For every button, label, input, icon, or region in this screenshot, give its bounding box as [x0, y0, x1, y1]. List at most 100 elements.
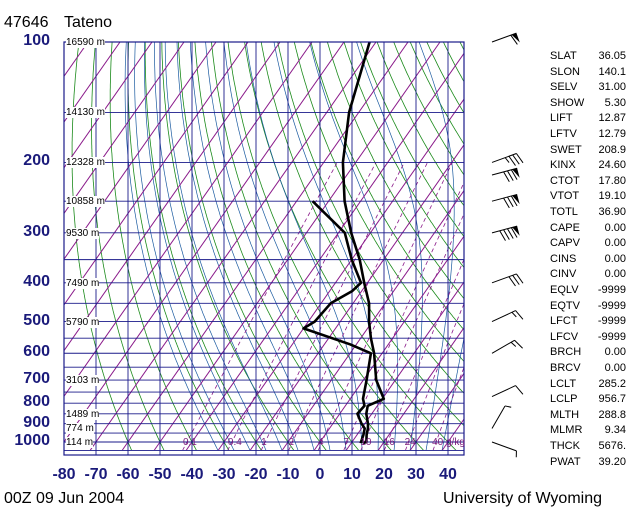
sounding-trace	[302, 200, 373, 444]
temperature-tick-label: -40	[180, 466, 204, 483]
mixing-ratio-label: 4	[317, 437, 324, 448]
moist-adiabat-line	[144, 42, 251, 451]
index-value: 12.79	[598, 128, 626, 140]
mixing-ratio-label: 16	[383, 437, 395, 448]
mixing-ratio-line	[227, 162, 377, 451]
index-value: 12.87	[598, 112, 626, 125]
temperature-tick-label: -70	[84, 466, 108, 483]
temperature-tick-label: 0	[315, 466, 325, 483]
pressure-tick-label: 600	[23, 343, 50, 361]
pressure-tick-label: 100	[23, 32, 50, 49]
isotherm-line	[0, 42, 56, 450]
index-name: EQTV	[550, 299, 580, 312]
wind-barb-feather	[508, 276, 516, 287]
geopotential-height-label: 114 m	[66, 437, 94, 448]
index-value: -9999	[597, 299, 626, 312]
index-value: -9999	[597, 284, 626, 296]
index-name: CTOT	[550, 174, 580, 187]
wind-barb-half-feather	[504, 157, 510, 163]
mixing-ratio-label: 1	[261, 437, 267, 448]
wind-barb-feather	[499, 230, 506, 241]
index-name: SWET	[550, 143, 582, 156]
wind-barb-staff	[491, 385, 516, 398]
dry-adiabat-line	[227, 42, 425, 451]
wind-barb-feather	[508, 155, 516, 166]
wind-barb	[491, 153, 524, 166]
geopotential-height-label: 7490 m	[66, 277, 100, 289]
isotherm-line	[153, 42, 441, 451]
index-value: 36.05	[598, 50, 626, 62]
mixing-ratio-label: 0.4	[227, 437, 242, 448]
moist-adiabat-line	[124, 42, 219, 451]
index-name: CINV	[550, 268, 577, 281]
plot-layers	[0, 42, 464, 455]
wind-barb-feather	[512, 154, 520, 165]
dry-adiabat-line	[127, 42, 230, 451]
dry-adiabat-line	[109, 42, 197, 451]
index-value: 285.2	[598, 377, 626, 390]
wind-barb-feather	[516, 273, 524, 284]
wind-barb-feather	[515, 385, 524, 395]
index-name: THCK	[550, 440, 580, 452]
wind-barb-staff	[491, 153, 517, 163]
mixing-ratio-line	[343, 181, 464, 451]
index-value: 19.10	[598, 190, 626, 203]
mixing-ratio-line	[182, 162, 338, 451]
index-value: 0.00	[604, 362, 626, 374]
pressure-tick-label: 400	[23, 272, 50, 290]
index-value: 0.00	[604, 268, 626, 281]
wind-barb-feather	[516, 153, 524, 164]
wind-barb-pennant	[512, 226, 520, 236]
index-name: PWAT	[550, 455, 581, 468]
wind-barb-pennant	[512, 194, 520, 205]
moist-adiabat-line	[189, 42, 315, 451]
temperature-tick-label: 40	[439, 466, 457, 483]
isotherm-line	[185, 52, 464, 451]
index-value: 140.1	[598, 65, 626, 78]
isotherm-line	[121, 42, 409, 451]
temperature-tick-label: 30	[407, 466, 425, 483]
dry-adiabat-line	[360, 42, 464, 238]
index-value: 24.60	[598, 159, 626, 172]
index-value: 0.00	[604, 346, 626, 359]
wind-barb	[491, 273, 524, 287]
index-name: SELV	[550, 81, 578, 94]
wind-barb-feather	[510, 169, 518, 180]
isotherm-line	[377, 326, 464, 451]
dry-adiabat-line	[343, 42, 464, 269]
sounding-trace	[341, 42, 386, 445]
pressure-tick-label: 500	[23, 311, 50, 329]
geopotential-height-label: 3103 m	[66, 375, 100, 387]
pressure-tick-label: 800	[23, 393, 50, 411]
temperature-tick-label: 10	[343, 466, 361, 483]
temperature-tick-label: -80	[52, 466, 76, 483]
moist-adiabat-line	[134, 42, 235, 451]
wind-barb	[491, 167, 520, 182]
temperature-tick-label: -60	[116, 466, 140, 483]
isotherm-line	[89, 42, 377, 451]
wind-barb-feather	[510, 195, 518, 207]
temperature-tick-label: -10	[276, 466, 300, 483]
index-name: TOTL	[550, 206, 578, 218]
temperature-tick-label: -30	[212, 466, 236, 483]
dry-adiabat-line	[144, 42, 262, 451]
index-value: 36.90	[598, 206, 626, 218]
index-value: -9999	[597, 315, 626, 328]
index-name: LIFT	[550, 112, 573, 125]
index-name: BRCH	[550, 346, 582, 359]
geopotential-height-label: 5790 m	[66, 316, 100, 328]
wind-barb-feather	[503, 197, 510, 209]
index-value: 288.8	[598, 408, 626, 421]
index-value: 31.00	[598, 81, 626, 94]
isotherm-line	[217, 98, 464, 451]
dry-adiabat-line	[194, 42, 360, 451]
index-value: 5676.	[598, 440, 626, 452]
isotherm-line	[281, 189, 464, 451]
wind-barb-feather	[510, 227, 518, 238]
index-value: 0.00	[604, 252, 626, 265]
wind-barb-feather	[503, 171, 510, 182]
mixing-ratio-line	[360, 212, 464, 451]
index-value: 5.30	[604, 96, 626, 109]
index-name: VTOT	[550, 190, 580, 203]
